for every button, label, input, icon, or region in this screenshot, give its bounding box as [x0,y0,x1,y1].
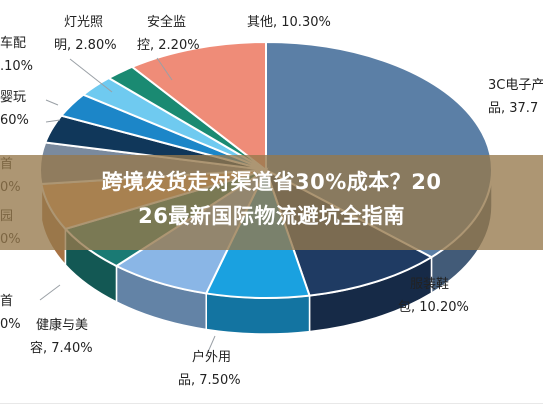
leader-line-4 [39,284,61,301]
leader-line-1 [156,57,173,81]
leader-lines [39,57,216,353]
leader-line-3 [45,99,59,106]
pie-slice-其他 [130,40,267,173]
label-auto: 车配 .10% [0,36,34,74]
label-health: 健康与美 容, 7.40% [30,318,93,356]
label-apparel: 服装鞋 包, 10.20% [398,277,469,315]
leader-line-0 [69,58,113,93]
label-security: 安全监 控, 2.20% [137,15,200,53]
leader-line-2 [45,119,61,123]
label-baby: 婴玩 60% [0,90,29,128]
label-3c: 3C电子产 品, 37.7 [488,78,543,116]
banner-title: 跨境发货走对渠道省30%成本？20 26最新国际物流避坑全指南 [0,165,543,233]
label-lighting: 灯光照 明, 2.80% [54,15,117,53]
pie-side-户外用品 [205,292,311,335]
leader-line-5 [207,335,216,353]
banner-line-2: 26最新国际物流避坑全指南 [138,204,405,228]
label-other: 其他, 10.30% [247,15,331,30]
label-outdoor: 户外用 品, 7.50% [178,350,241,388]
title-banner [0,155,543,250]
bottom-edge [0,403,543,409]
banner-line-1: 跨境发货走对渠道省30%成本？20 [101,170,442,194]
label-cut3: 首 0% [0,294,21,332]
